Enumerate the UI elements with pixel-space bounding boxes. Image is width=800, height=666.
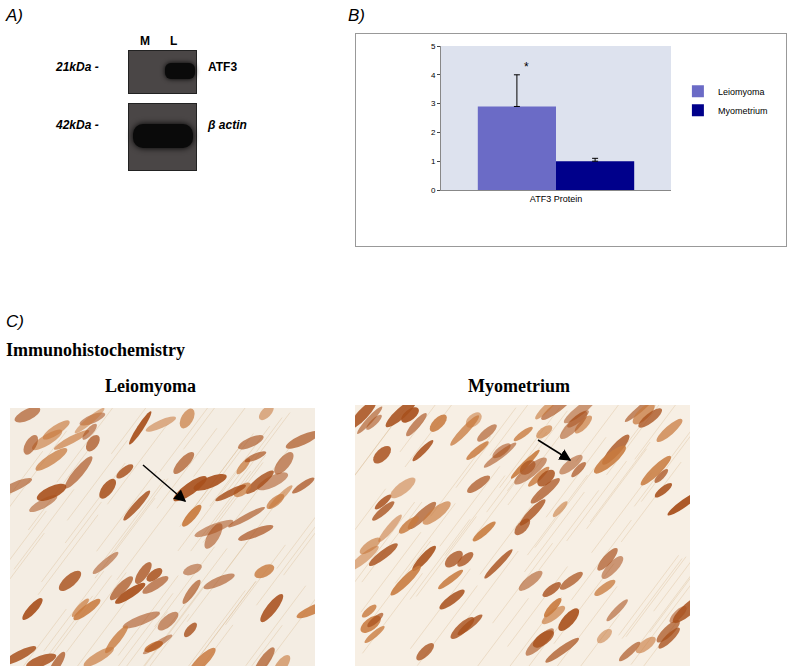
svg-text:5: 5 (431, 42, 436, 51)
svg-text:0: 0 (431, 186, 436, 195)
svg-text:4: 4 (431, 71, 436, 80)
html-text:42kDa -: 42kDa - (56, 118, 99, 132)
html-text:C): C) (6, 312, 24, 331)
svg-text:*: * (524, 60, 529, 74)
svg-text:ATF3 Protein: ATF3 Protein (530, 194, 582, 204)
html-text:Leiomyoma: Leiomyoma (105, 376, 196, 396)
svg-text:3: 3 (431, 99, 436, 108)
html-text:B): B) (348, 6, 365, 25)
html-text:L: L (170, 34, 178, 48)
html-text:21kDa -: 21kDa - (56, 60, 99, 74)
html-text:A): A) (6, 6, 23, 25)
svg-text:1: 1 (431, 157, 436, 166)
html-text:Myometrium: Myometrium (468, 376, 570, 396)
html-text:β actin: β actin (208, 118, 247, 132)
html-text:M: M (140, 34, 150, 48)
svg-text:Leiomyoma: Leiomyoma (718, 87, 765, 97)
svg-text:Myometrium: Myometrium (718, 106, 768, 116)
svg-text:2: 2 (431, 128, 436, 137)
html-text:Immunohistochemistry: Immunohistochemistry (6, 340, 185, 360)
html-text:ATF3: ATF3 (208, 60, 238, 74)
